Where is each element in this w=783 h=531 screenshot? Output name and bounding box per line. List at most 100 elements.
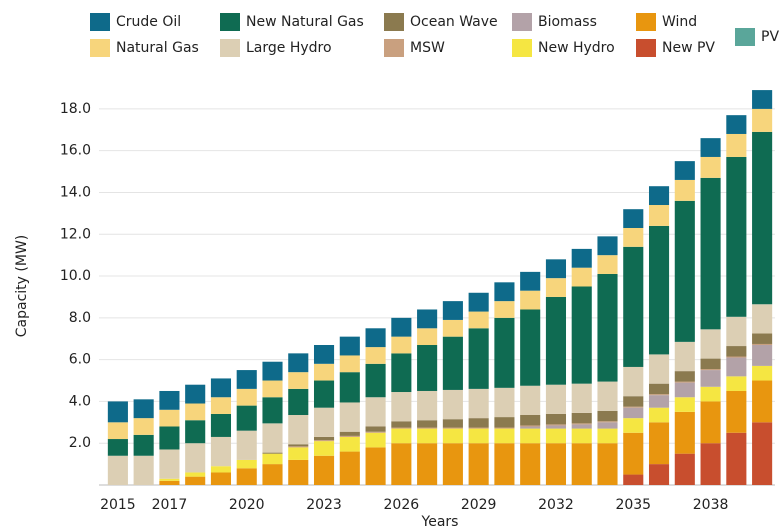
bar-segment [520,443,541,485]
bar-segment [571,267,592,287]
bar-segment [752,343,773,346]
bar-segment [417,309,438,329]
legend-swatch [90,39,110,57]
bar-segment [442,336,463,390]
bar-segment [726,390,747,433]
bar-segment [442,419,463,428]
bar-segment [752,422,773,485]
bar-segment [468,418,489,428]
bar-segment [313,441,335,456]
x-tick-label: 2023 [306,497,342,513]
legend-swatch [384,39,404,57]
bar-segment [726,115,747,134]
bar-segment [520,425,541,427]
x-axis-label: Years [421,514,459,530]
legend-label: Large Hydro [246,40,332,56]
bar-segment [468,292,489,312]
bar-segment [545,443,567,485]
bar-segment [210,436,232,467]
bar-segment [520,271,541,291]
y-tick-label: 4.0 [69,393,91,409]
bar-segment [597,443,618,485]
legend-swatch [735,28,755,46]
bar-segment [571,383,592,413]
bar-segment [545,384,567,414]
bar-segment [571,424,592,429]
bar-segment [623,246,644,367]
bar-segment [726,346,747,357]
bar-segment [442,319,463,337]
bar-segment [674,453,695,485]
bar-segment [365,397,386,427]
bar-segment [288,415,309,445]
bar-segment [726,356,747,358]
bar-segment [288,372,309,389]
legend-swatch [512,39,532,57]
legend-swatch [512,13,532,31]
bar-segment [288,447,309,460]
bar-segment [133,455,154,485]
bar-segment [185,472,206,477]
bar-segment [520,428,541,444]
bar-segment [236,370,257,389]
bar-segment [700,370,721,387]
bar-segment [365,432,386,448]
bar-segment [648,394,670,396]
bar-segment [313,440,335,442]
bar-segment [210,466,232,473]
bar-segment [417,428,438,444]
y-tick-label: 10.0 [60,268,91,284]
bar-segment [236,430,257,460]
bar-segment [752,365,773,381]
bar-segment [442,389,463,420]
bar-segment [391,392,412,422]
bar-segment [597,421,618,423]
bar-segment [288,444,309,447]
bar-segment [365,426,386,432]
bar-segment [442,301,463,320]
bar-segment [623,418,644,433]
bar-segment [623,227,644,247]
bar-segment [545,424,567,426]
bar-segment [185,420,206,444]
bar-segment [339,431,360,436]
bar-segment [262,464,283,485]
bar-segment [674,179,695,201]
bar-segment [365,363,386,398]
bar-segment [159,426,180,450]
bar-segment [597,255,618,274]
bar-segment [700,369,721,371]
bar-segment [133,434,154,456]
bar-segment [288,446,309,448]
bar-segment [107,455,128,485]
y-axis-label: Capacity (MW) [14,235,30,337]
x-tick-label: 2015 [100,497,136,513]
bar-segment [339,372,360,403]
bar-segment [648,354,670,384]
legend-swatch [220,13,240,31]
bar-segment [494,427,515,429]
bar-segment [185,384,206,404]
legend-label: PV [761,29,779,45]
bar-segment [468,443,489,485]
bar-segment [468,427,489,429]
bar-segment [313,455,335,485]
bar-segment [391,353,412,393]
bar-segment [417,345,438,391]
bar-segment [391,317,412,337]
bar-segment [339,355,360,373]
bar-segment [262,452,283,454]
bar-segment [545,296,567,385]
bar-segment [648,422,670,465]
bar-segment [262,453,283,465]
bar-segment [468,388,489,419]
bar-segment [339,402,360,432]
bar-segment [726,432,747,485]
bar-segment [313,407,335,437]
bar-segment [313,436,335,441]
legend-label: Ocean Wave [410,14,498,30]
bar-segment [210,472,232,485]
bar-segment [571,286,592,384]
bar-segment [391,428,412,444]
y-tick-label: 6.0 [69,352,91,368]
